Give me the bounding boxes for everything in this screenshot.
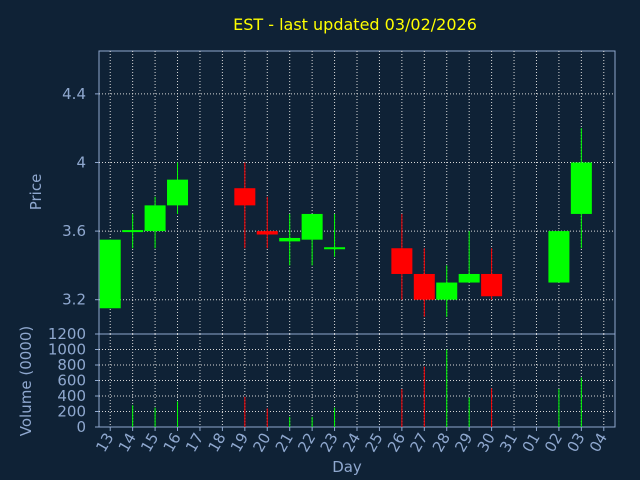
volume-tick-label-1200: 1200 bbox=[48, 325, 86, 343]
candle-body-29 bbox=[458, 273, 480, 283]
grid-lines bbox=[99, 51, 615, 427]
candle-body-16 bbox=[167, 179, 189, 206]
candle-body-22 bbox=[301, 213, 323, 240]
volume-tick-label-200: 200 bbox=[57, 403, 86, 421]
candle-body-30 bbox=[481, 273, 503, 297]
volume-tick-label-600: 600 bbox=[57, 372, 86, 390]
candle-body-03 bbox=[570, 162, 592, 214]
volume-tick-label-400: 400 bbox=[57, 387, 86, 405]
candle-body-26 bbox=[391, 248, 413, 274]
volume-tick-label-1000: 1000 bbox=[48, 341, 86, 359]
candle-body-21 bbox=[279, 237, 301, 242]
x-axis-label: Day bbox=[332, 458, 362, 476]
candle-body-02 bbox=[548, 231, 570, 283]
volume-tick-label-0: 0 bbox=[76, 418, 86, 436]
candle-body-15 bbox=[144, 205, 166, 232]
chart-title: EST - last updated 03/02/2026 bbox=[233, 15, 477, 34]
price-tick-label-4: 4 bbox=[76, 153, 86, 171]
price-axis-label: Price bbox=[27, 174, 45, 211]
candle-body-19 bbox=[234, 188, 256, 206]
candle-body-27 bbox=[413, 273, 435, 300]
candle-body-14 bbox=[122, 230, 144, 233]
volume-axis-label: Volume (0000) bbox=[17, 326, 35, 436]
candles bbox=[99, 128, 592, 317]
volume-bars bbox=[132, 349, 582, 427]
volume-tick-label-800: 800 bbox=[57, 356, 86, 374]
candle-body-13 bbox=[99, 239, 121, 309]
price-tick-label-4.4: 4.4 bbox=[62, 85, 86, 103]
price-axis: 3.2 3.6 4 4.4 bbox=[62, 85, 99, 309]
price-tick-label-3.2: 3.2 bbox=[62, 291, 86, 309]
price-tick-label-3.6: 3.6 bbox=[62, 222, 86, 240]
candle-body-20 bbox=[256, 231, 278, 235]
candle-body-23 bbox=[324, 247, 346, 250]
candle-body-28 bbox=[436, 282, 458, 300]
